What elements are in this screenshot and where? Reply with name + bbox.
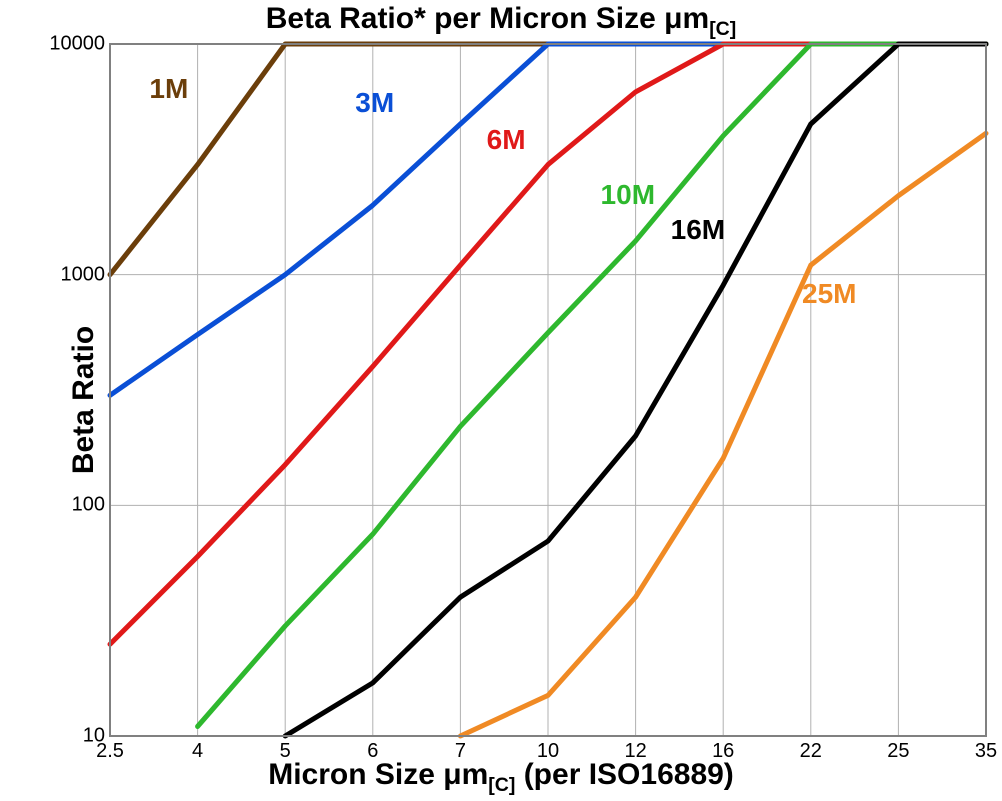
series-label: 1M (149, 73, 188, 105)
x-tick-label: 16 (712, 740, 734, 763)
chart-svg (110, 44, 986, 736)
x-tick-label: 2.5 (96, 740, 124, 763)
series-label: 16M (671, 214, 725, 246)
x-tick-label: 12 (624, 740, 646, 763)
x-tick-label: 6 (367, 740, 378, 763)
series-label: 6M (487, 124, 526, 156)
x-axis-label-sub: [C] (488, 774, 515, 796)
x-tick-label: 5 (280, 740, 291, 763)
series-line (198, 44, 986, 726)
x-tick-label: 35 (975, 740, 997, 763)
series-label: 10M (601, 179, 655, 211)
chart-title-main: Beta Ratio* per Micron Size μm (266, 2, 709, 35)
y-tick-label: 100 (45, 494, 105, 517)
y-axis-label: Beta Ratio (67, 326, 101, 474)
chart-plot-area (110, 44, 986, 736)
y-tick-label: 1000 (45, 263, 105, 286)
series-label: 3M (355, 87, 394, 119)
x-tick-label: 22 (800, 740, 822, 763)
series-label: 25M (802, 278, 856, 310)
x-axis-label: Micron Size μm[C] (per ISO16889) (0, 758, 1002, 797)
chart-title-sub: [C] (709, 18, 736, 40)
x-tick-label: 4 (192, 740, 203, 763)
x-tick-label: 10 (537, 740, 559, 763)
y-tick-label: 10000 (45, 33, 105, 56)
chart-title: Beta Ratio* per Micron Size μm[C] (0, 2, 1002, 41)
x-tick-label: 7 (455, 740, 466, 763)
x-tick-label: 25 (887, 740, 909, 763)
